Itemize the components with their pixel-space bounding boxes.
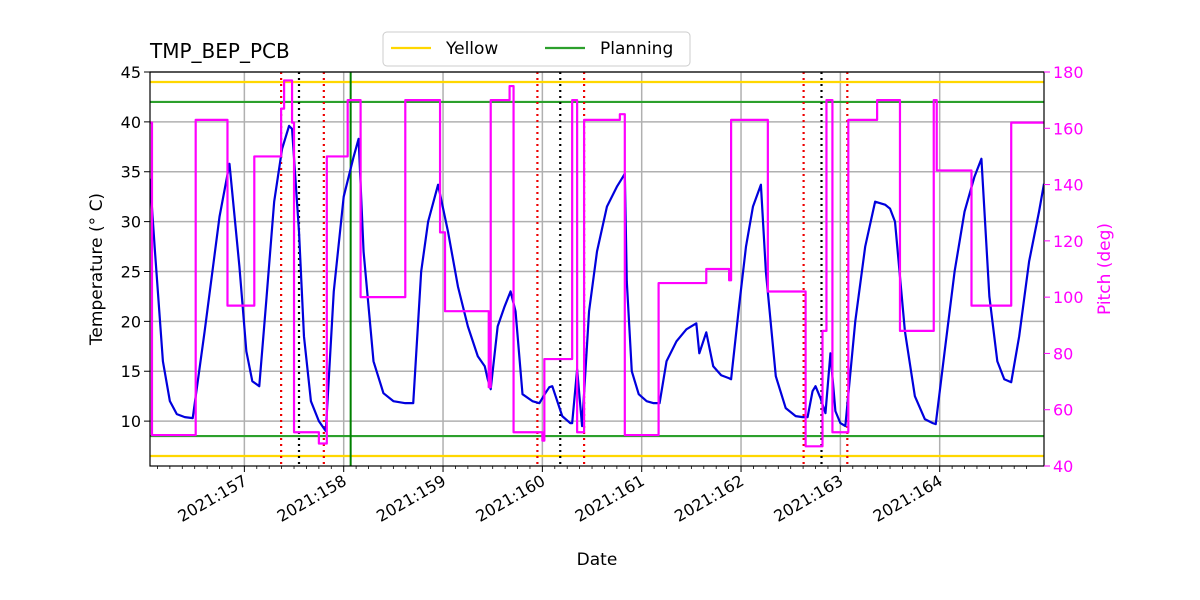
y-tick-label: 15	[121, 362, 141, 381]
x-tick-label: 2021:160	[472, 471, 548, 526]
y2-tick-label: 140	[1053, 176, 1084, 195]
y-tick-label: 25	[121, 262, 141, 281]
temperature-series-line	[150, 124, 1044, 433]
x-tick-label: 2021:162	[671, 471, 747, 526]
legend: Yellow Planning	[382, 31, 691, 67]
x-tick-label: 2021:164	[870, 471, 946, 526]
legend-box	[382, 31, 691, 67]
y2-tick-label: 160	[1053, 119, 1084, 138]
event-marker-lines	[280, 72, 849, 466]
plot-frame	[149, 71, 1045, 467]
y-axis-label: Temperature (° C)	[87, 193, 107, 346]
y-tick-label: 10	[121, 412, 141, 431]
x-tick-label: 2021:161	[572, 471, 648, 526]
legend-label-planning: Planning	[600, 39, 673, 59]
y2-tick-label: 120	[1053, 232, 1084, 251]
y2-tick-label: 100	[1053, 288, 1084, 307]
series-layer	[150, 79, 1044, 448]
x-tick-label: 2021:158	[274, 471, 350, 526]
y2-tick-label: 40	[1053, 457, 1073, 476]
x-tick-label: 2021:159	[373, 471, 449, 526]
y-tick-label: 30	[121, 213, 141, 232]
y2-tick-label: 60	[1053, 401, 1073, 420]
threshold-lines	[150, 80, 1044, 458]
y2-tick-label: 180	[1053, 63, 1084, 82]
y2-axis-label: Pitch (deg)	[1095, 223, 1115, 315]
chart-title: TMP_BEP_PCB	[149, 39, 290, 63]
y-tick-label: 40	[121, 113, 141, 132]
y2-axis-ticks: 40 60 80 100 120 140 160 180	[1044, 63, 1084, 476]
x-axis-label: Date	[577, 550, 618, 570]
grid-layer	[150, 71, 1044, 466]
y-axis-ticks: 10 15 20 25 30 35 40 45	[121, 63, 150, 431]
y-tick-label: 35	[121, 163, 141, 182]
x-axis-ticks: 2021:157 2021:158 2021:159 2021:160 2021:161…	[157, 466, 1028, 526]
x-tick-label: 2021:157	[174, 471, 250, 526]
y-tick-label: 20	[121, 312, 141, 331]
x-tick-label: 2021:163	[770, 471, 846, 526]
y2-tick-label: 80	[1053, 344, 1073, 363]
y-tick-label: 45	[121, 63, 141, 82]
legend-label-yellow: Yellow	[445, 39, 498, 59]
pitch-series-line	[150, 79, 1044, 448]
